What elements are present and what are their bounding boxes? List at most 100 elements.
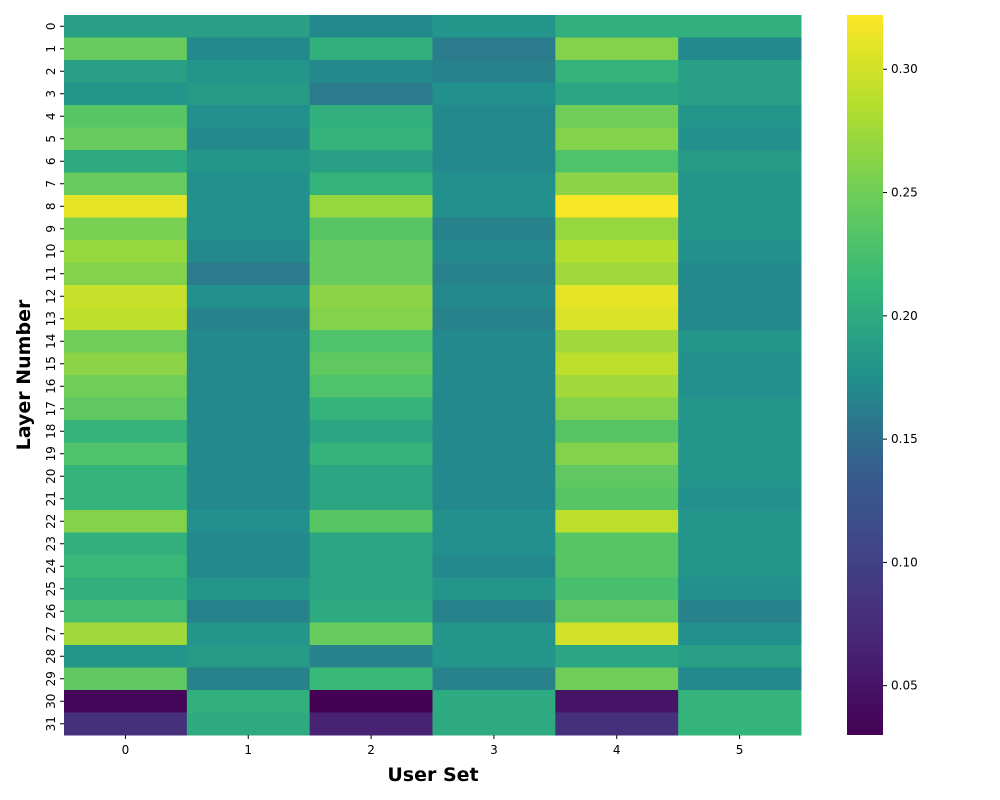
heatmap-cell bbox=[309, 262, 433, 286]
y-tick-label: 12 bbox=[44, 289, 58, 304]
y-tick-label: 27 bbox=[44, 626, 58, 641]
heatmap-cell bbox=[555, 555, 679, 578]
heatmap-cell bbox=[555, 577, 679, 601]
y-tick-label: 21 bbox=[44, 491, 58, 506]
heatmap-cell bbox=[678, 487, 802, 511]
y-tick-label: 0 bbox=[44, 22, 58, 30]
heatmap-cell bbox=[186, 420, 311, 443]
heatmap-cell bbox=[678, 195, 802, 218]
heatmap-cell bbox=[555, 82, 679, 106]
heatmap-cell bbox=[64, 465, 188, 488]
heatmap-cell bbox=[678, 420, 802, 443]
heatmap-cell bbox=[678, 690, 802, 713]
heatmap-cell bbox=[555, 37, 679, 61]
heatmap-cell bbox=[64, 375, 188, 398]
heatmap-cell bbox=[678, 82, 802, 106]
heatmap-cell bbox=[309, 285, 433, 308]
heatmap-cell bbox=[555, 262, 679, 286]
heatmap-cell bbox=[309, 217, 433, 241]
heatmap-cell bbox=[432, 105, 556, 128]
heatmap-cell bbox=[186, 172, 311, 196]
heatmap-cell bbox=[432, 82, 556, 106]
heatmap-cell bbox=[309, 600, 433, 623]
heatmap-cell bbox=[64, 712, 188, 736]
y-tick-label: 31 bbox=[44, 716, 58, 731]
heatmap-cell bbox=[186, 690, 311, 713]
y-tick-label: 1 bbox=[44, 45, 58, 53]
heatmap-cell bbox=[64, 195, 188, 218]
x-tick-label: 3 bbox=[490, 743, 498, 757]
heatmap-cell bbox=[555, 150, 679, 173]
heatmap-cell bbox=[309, 622, 433, 646]
heatmap-cell bbox=[678, 532, 802, 556]
heatmap-cell bbox=[432, 690, 556, 713]
heatmap-cell bbox=[64, 645, 188, 668]
x-tick-label: 1 bbox=[244, 743, 252, 757]
heatmap-cell bbox=[555, 195, 679, 218]
heatmap-cell bbox=[64, 127, 188, 151]
colorbar-tick-label: 0.10 bbox=[891, 555, 918, 569]
y-tick-label: 2 bbox=[44, 67, 58, 75]
heatmap-cell bbox=[309, 105, 433, 128]
heatmap-cell bbox=[678, 465, 802, 488]
heatmap-cell bbox=[64, 532, 188, 556]
heatmap-cell bbox=[678, 622, 802, 646]
heatmap-cell bbox=[64, 600, 188, 623]
heatmap-cell bbox=[432, 15, 556, 38]
heatmap-cell bbox=[186, 262, 311, 286]
heatmap-cell bbox=[186, 150, 311, 173]
heatmap-cell bbox=[555, 645, 679, 668]
heatmap-cell bbox=[432, 555, 556, 578]
heatmap-cell bbox=[432, 577, 556, 601]
heatmap-cell bbox=[309, 307, 433, 331]
heatmap-cell bbox=[64, 555, 188, 578]
heatmap-cell bbox=[64, 622, 188, 646]
heatmap-cell bbox=[186, 330, 311, 353]
heatmap-cell bbox=[309, 420, 433, 443]
heatmap-cell bbox=[555, 285, 679, 308]
heatmap-cell bbox=[309, 60, 433, 83]
heatmap-cell bbox=[432, 510, 556, 533]
heatmap-cell bbox=[64, 15, 188, 38]
y-tick-label: 17 bbox=[44, 401, 58, 416]
heatmap-cell bbox=[186, 555, 311, 578]
heatmap-cell bbox=[309, 645, 433, 668]
heatmap-cell bbox=[678, 172, 802, 196]
heatmap-cell bbox=[309, 577, 433, 601]
heatmap-cell bbox=[432, 127, 556, 151]
y-tick-label: 9 bbox=[44, 225, 58, 233]
heatmap-cell bbox=[432, 172, 556, 196]
y-tick-label: 25 bbox=[44, 581, 58, 596]
heatmap-cell bbox=[186, 442, 311, 466]
heatmap-cell bbox=[309, 667, 433, 691]
heatmap-cell bbox=[186, 510, 311, 533]
heatmap-cell bbox=[186, 645, 311, 668]
y-tick-label: 30 bbox=[44, 694, 58, 709]
heatmap-cell bbox=[678, 577, 802, 601]
heatmap-cell bbox=[186, 667, 311, 691]
y-tick-label: 5 bbox=[44, 135, 58, 143]
heatmap-cell bbox=[309, 465, 433, 488]
heatmap-cell bbox=[555, 60, 679, 83]
heatmap-cell bbox=[432, 465, 556, 488]
x-tick-label: 5 bbox=[736, 743, 744, 757]
heatmap-cell bbox=[555, 105, 679, 128]
heatmap-cell bbox=[186, 82, 311, 106]
heatmap-cell bbox=[432, 420, 556, 443]
heatmap-cell bbox=[678, 285, 802, 308]
heatmap-cell bbox=[678, 442, 802, 466]
heatmap-cell bbox=[186, 622, 311, 646]
x-axis-title: User Set bbox=[387, 764, 478, 786]
heatmap-cell bbox=[678, 150, 802, 173]
heatmap-cell bbox=[555, 690, 679, 713]
heatmap-cell bbox=[555, 712, 679, 736]
y-tick-label: 11 bbox=[44, 266, 58, 281]
heatmap-cell bbox=[186, 487, 311, 511]
heatmap-cell bbox=[432, 240, 556, 263]
heatmap-cell bbox=[432, 600, 556, 623]
heatmap-cell bbox=[64, 262, 188, 286]
y-tick-label: 19 bbox=[44, 446, 58, 461]
heatmap-cell bbox=[432, 397, 556, 421]
heatmap-cell bbox=[432, 150, 556, 173]
x-tick-label: 2 bbox=[367, 743, 375, 757]
